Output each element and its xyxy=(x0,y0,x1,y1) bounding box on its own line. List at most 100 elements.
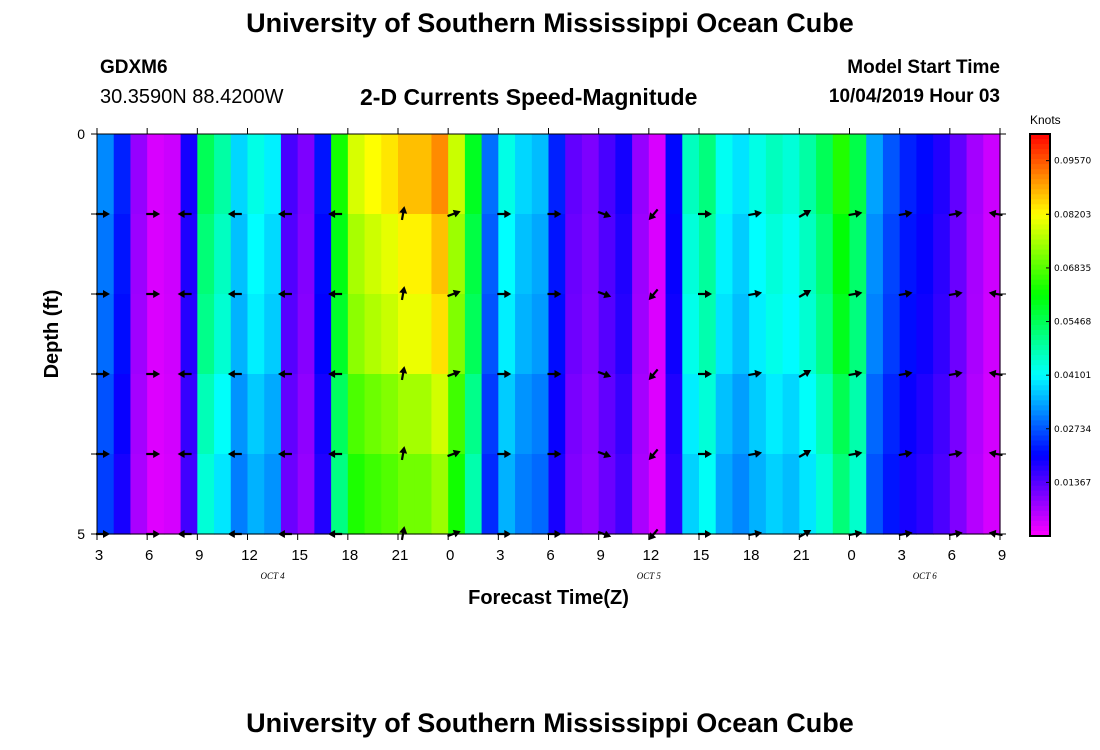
heatmap-cell xyxy=(548,374,566,455)
heatmap-cell xyxy=(230,454,249,535)
colorbar-segment xyxy=(1030,340,1050,346)
heatmap-cell xyxy=(648,214,667,295)
heatmap-cell xyxy=(966,134,984,215)
heatmap-cell xyxy=(498,134,516,215)
heatmap-cell xyxy=(933,454,951,535)
arrow-head xyxy=(177,290,185,298)
heatmap-cell xyxy=(515,294,533,375)
heatmap-cell xyxy=(481,294,499,375)
colorbar-segment xyxy=(1030,480,1050,487)
current-arrow xyxy=(447,209,461,218)
heatmap-cell xyxy=(665,214,683,295)
colorbar-segment xyxy=(1030,445,1050,452)
current-arrow xyxy=(597,450,612,459)
heatmap-cell xyxy=(882,454,901,535)
heatmap-cell xyxy=(448,454,466,535)
x-tick-label: 3 xyxy=(496,547,504,564)
heatmap-cell xyxy=(799,294,817,375)
heatmap-cell xyxy=(983,134,1001,215)
current-arrow xyxy=(227,290,242,298)
arrow-head xyxy=(904,209,913,218)
heatmap-cell xyxy=(581,454,600,535)
heatmap-cell xyxy=(632,454,650,535)
colorbar-segment xyxy=(1030,405,1050,411)
heatmap-cell xyxy=(749,374,767,455)
heatmap-cell xyxy=(849,134,867,215)
arrow-head xyxy=(452,289,461,298)
heatmap-cell xyxy=(431,294,449,375)
arrow-head xyxy=(904,449,913,458)
heatmap-cell xyxy=(966,454,984,535)
heatmap-cell xyxy=(715,214,734,295)
arrow-head xyxy=(177,450,185,458)
heatmap-cell xyxy=(732,134,750,215)
arrow-head xyxy=(705,290,712,298)
colorbar-segment xyxy=(1030,184,1050,190)
x-tick-label: 21 xyxy=(793,547,810,564)
arrow-head xyxy=(153,370,161,378)
arrow-head xyxy=(603,290,612,299)
current-arrow xyxy=(399,286,408,301)
colorbar-frame xyxy=(1029,133,1051,537)
colorbar-segment xyxy=(1030,144,1050,150)
x-date-label: OCT 4 xyxy=(261,571,286,581)
y-tick-label: 0 xyxy=(77,126,85,142)
heatmap-cells xyxy=(97,134,1001,535)
heatmap-cell xyxy=(180,374,198,455)
heatmap-cell xyxy=(632,374,650,455)
heatmap-cell xyxy=(264,294,282,375)
current-arrow xyxy=(698,450,712,458)
colorbar-segment xyxy=(1030,169,1050,175)
heatmap-cell xyxy=(464,134,483,215)
heatmap-cell xyxy=(749,294,767,375)
colorbar-segment xyxy=(1030,239,1050,246)
heatmap-cell xyxy=(331,134,349,215)
colorbar-segment xyxy=(1030,194,1050,200)
current-arrow xyxy=(399,366,408,381)
heatmap-cell xyxy=(197,134,215,215)
arrow-head xyxy=(153,450,161,458)
arrow-head xyxy=(705,210,712,218)
heatmap-cell xyxy=(531,454,550,535)
heatmap-cell xyxy=(347,134,366,215)
heatmap-cell xyxy=(230,134,249,215)
arrow-head xyxy=(504,450,512,458)
current-arrow xyxy=(447,449,461,458)
heatmap-cell xyxy=(765,374,784,455)
arrow-head xyxy=(705,370,712,378)
heatmap-cell xyxy=(983,214,1001,295)
current-arrow xyxy=(698,290,712,298)
heatmap-cell xyxy=(398,134,416,215)
heatmap-cell xyxy=(665,294,683,375)
heatmap-cell xyxy=(498,214,516,295)
heatmap-cell xyxy=(331,294,349,375)
heatmap-cell xyxy=(715,134,734,215)
heatmap-cell xyxy=(398,374,416,455)
colorbar-segment xyxy=(1030,450,1050,457)
heatmap-cell xyxy=(364,454,382,535)
heatmap-cell xyxy=(331,374,349,455)
current-arrow xyxy=(798,370,812,378)
current-arrow xyxy=(227,450,242,458)
arrow-head xyxy=(554,450,562,458)
current-arrow xyxy=(497,370,512,378)
current-arrow xyxy=(497,450,512,458)
colorbar-segment xyxy=(1030,375,1050,381)
heatmap-cell xyxy=(866,374,884,455)
current-arrow xyxy=(848,449,863,458)
colorbar-segment xyxy=(1030,134,1050,140)
current-arrow xyxy=(948,449,963,458)
heatmap-cell xyxy=(581,134,600,215)
heatmap-cell xyxy=(615,454,633,535)
current-arrow xyxy=(497,210,512,218)
arrow-head xyxy=(988,289,997,298)
heatmap-cell xyxy=(247,374,265,455)
heatmap-cell xyxy=(97,294,115,375)
heatmap-cell xyxy=(414,134,433,215)
current-arrow xyxy=(399,526,408,541)
heatmap-cell xyxy=(581,294,600,375)
arrow-head xyxy=(705,450,712,458)
arrow-head xyxy=(452,449,461,458)
heatmap-cell xyxy=(280,214,299,295)
heatmap-cell xyxy=(899,454,917,535)
